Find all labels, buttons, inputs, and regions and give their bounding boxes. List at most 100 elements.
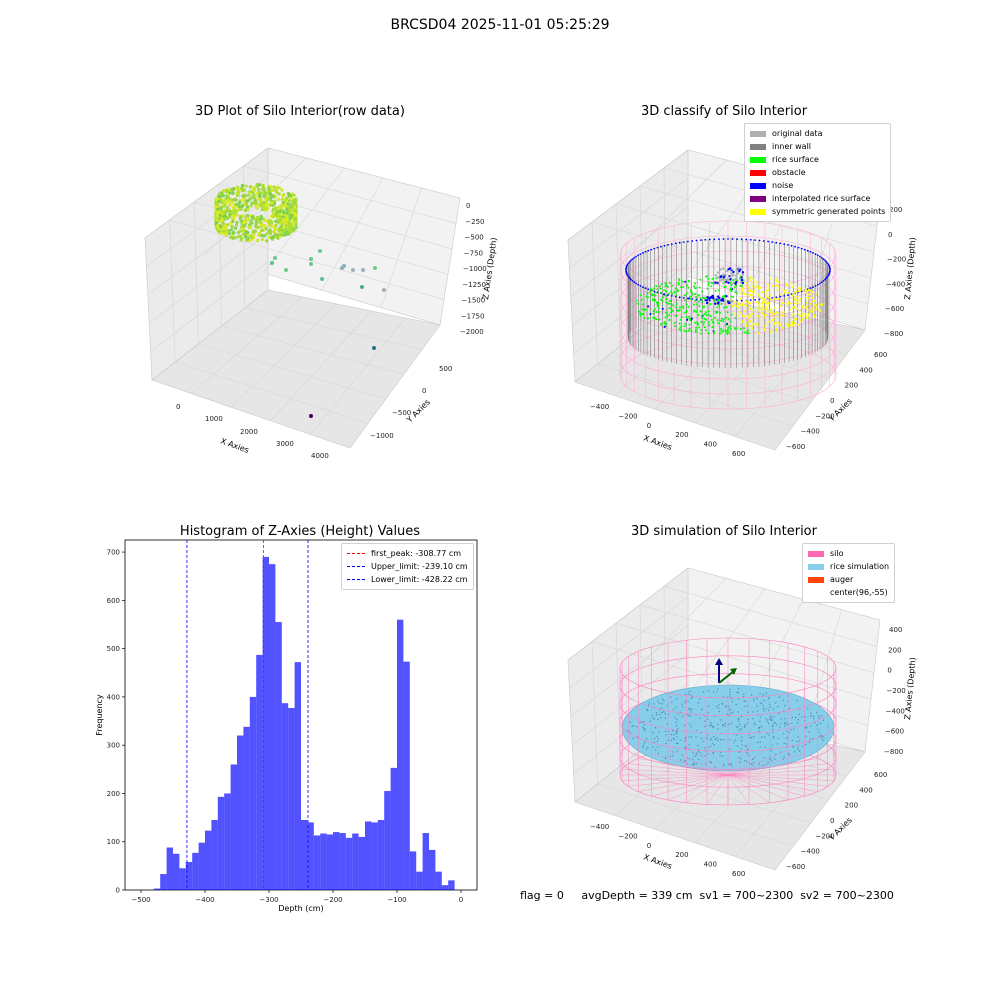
surface-point: [659, 323, 662, 326]
surface-point: [767, 320, 770, 323]
rice-point: [730, 698, 733, 700]
surface-point: [694, 299, 697, 302]
surface-point: [709, 315, 712, 318]
surface-point: [740, 292, 743, 295]
noise-point: [644, 287, 647, 290]
surface-point: [732, 296, 735, 298]
legend-label: inner wall: [772, 142, 812, 151]
surface-point: [687, 286, 690, 289]
rice-point: [796, 699, 798, 702]
raw-point: [242, 224, 246, 228]
surface-point: [664, 316, 667, 319]
histogram-bar: [448, 880, 455, 890]
surface-point: [758, 304, 761, 306]
surface-point: [757, 293, 760, 296]
grid-line: [591, 221, 598, 365]
surface-point: [769, 277, 771, 280]
raw-point: [241, 232, 245, 236]
noise-point: [762, 240, 765, 242]
surface-point: [734, 317, 737, 320]
raw-point: [286, 227, 290, 231]
noise-point: [704, 238, 707, 241]
surface-point: [730, 295, 733, 298]
raw-point: [271, 212, 275, 217]
rice-point: [784, 725, 786, 727]
noise-point: [647, 288, 650, 291]
rice-point: [661, 711, 663, 714]
histogram-ytick-label: 100: [107, 838, 120, 846]
noise-point: [787, 244, 789, 246]
grid-line: [569, 178, 689, 269]
noise-point: [639, 253, 642, 256]
surface-point: [789, 308, 792, 311]
surface-point: [654, 291, 657, 294]
rice-point: [664, 757, 666, 760]
noise-point: [627, 262, 630, 264]
surface-point: [792, 313, 795, 315]
surface-point: [720, 319, 723, 322]
rice-point: [797, 718, 799, 721]
raw-ytick: −500: [392, 409, 411, 417]
surface-point: [673, 291, 676, 294]
noise-point: [667, 244, 669, 246]
raw-point: [266, 206, 270, 211]
surface-point: [747, 332, 750, 335]
raw-point: [228, 209, 232, 213]
surface-point: [758, 315, 761, 318]
raw-point: [280, 188, 284, 192]
surface-point: [762, 297, 765, 300]
raw-point: [241, 198, 246, 202]
rice-point: [796, 740, 799, 743]
center-point: [740, 278, 743, 282]
surface-point: [683, 325, 686, 328]
rice-point: [750, 762, 753, 765]
surface-point: [720, 302, 723, 305]
surface-point: [668, 292, 671, 295]
histogram-bar: [269, 564, 276, 890]
classify-xtick: −200: [618, 412, 637, 420]
noise-point: [700, 239, 702, 242]
surface-point: [712, 325, 714, 328]
rice-point: [722, 724, 724, 726]
surface-point: [799, 287, 802, 290]
rice-point: [807, 708, 809, 710]
surface-point: [675, 302, 678, 305]
rice-point: [644, 741, 646, 743]
rice-point: [789, 754, 791, 756]
silo-floor-spoke: [727, 774, 828, 787]
surface-point: [730, 290, 733, 293]
surface-point: [710, 318, 713, 321]
rice-point: [659, 709, 661, 711]
surface-point: [800, 304, 803, 307]
surface-point: [745, 300, 748, 302]
center-point: [716, 271, 720, 274]
grid-line: [243, 165, 457, 224]
rice-point: [654, 749, 657, 751]
surface-point: [714, 289, 717, 292]
surface-point: [757, 332, 760, 335]
noise-point: [812, 252, 814, 254]
silo-floor-spoke: [638, 758, 729, 776]
histogram-bar: [358, 836, 365, 890]
rice-point: [822, 719, 825, 721]
silo-floor-spoke: [727, 749, 789, 776]
surface-point: [748, 277, 751, 280]
noise-point: [705, 301, 709, 305]
rice-point: [695, 736, 697, 738]
surface-point: [677, 283, 680, 286]
center-point: [738, 267, 741, 270]
surface-point: [750, 288, 753, 291]
rice-point: [657, 700, 659, 702]
status-footer: flag = 0 avgDepth = 339 cm sv1 = 700~230…: [520, 889, 894, 902]
raw-point: [217, 230, 221, 234]
histogram-bar: [211, 820, 218, 890]
legend-label: silo: [830, 549, 844, 558]
legend-swatch: [808, 563, 824, 570]
rice-point: [657, 718, 659, 721]
surface-point: [780, 314, 783, 316]
raw-point: [276, 186, 280, 190]
surface-point: [805, 307, 808, 310]
surface-point: [774, 316, 777, 319]
surface-point: [782, 311, 785, 313]
